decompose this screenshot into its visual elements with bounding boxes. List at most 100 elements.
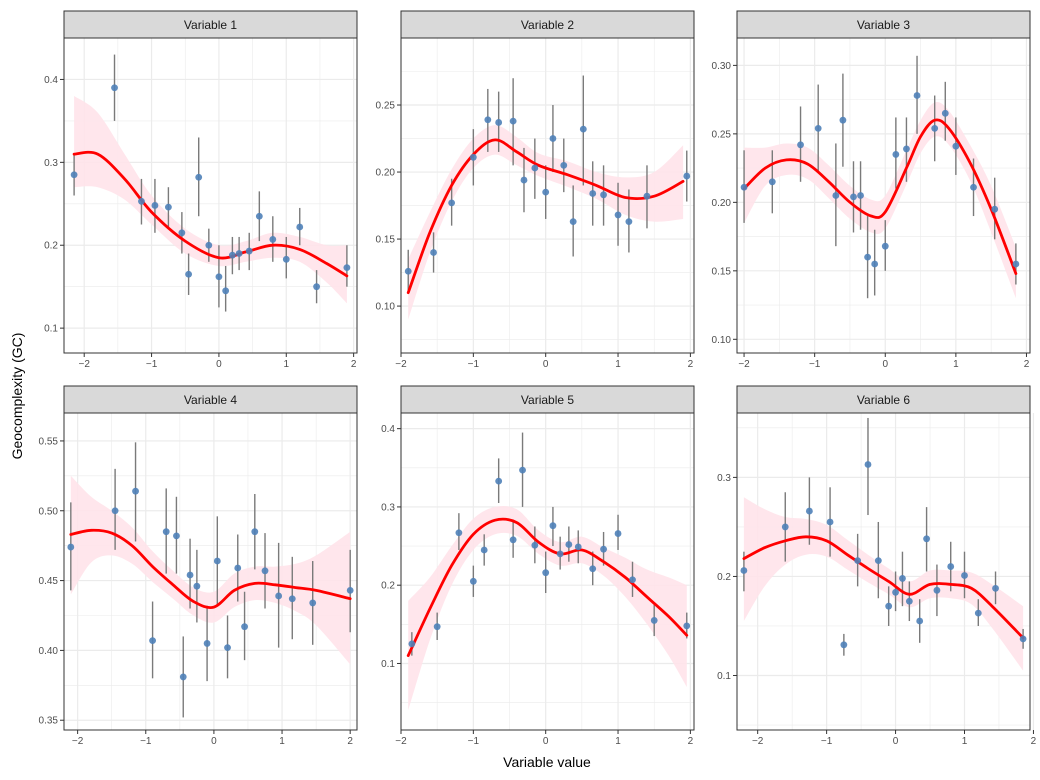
plot-area <box>406 432 691 711</box>
panel-5: Variable 5 −2 −1 0 1 2 0.1 0.2 0.3 0.4 <box>381 385 695 747</box>
data-point <box>213 557 221 565</box>
data-point <box>531 164 539 172</box>
data-point <box>970 183 977 191</box>
x-tick-label: 2 <box>688 736 694 747</box>
panel-title: Variable 5 <box>521 393 574 407</box>
panel-title: Variable 2 <box>521 18 574 32</box>
data-point <box>224 644 231 652</box>
data-point <box>740 567 748 574</box>
data-point <box>923 535 930 543</box>
confidence-ribbon <box>408 505 687 711</box>
y-tick-label: 0.2 <box>717 572 731 583</box>
data-point <box>469 577 477 585</box>
x-axis-title: Variable value <box>503 754 591 770</box>
x-tick-label: −1 <box>821 736 833 747</box>
data-point <box>193 582 201 590</box>
data-point <box>509 117 517 125</box>
panel-strip <box>63 10 358 39</box>
data-point <box>565 541 573 548</box>
data-point <box>857 192 864 199</box>
x-tick-label: 1 <box>615 359 621 370</box>
data-point <box>186 571 194 579</box>
y-tick-label: 0.3 <box>44 158 58 169</box>
x-tick-label: 2 <box>688 359 694 370</box>
data-point <box>1019 635 1027 643</box>
data-point <box>346 586 354 594</box>
data-point <box>313 283 320 291</box>
panels: Variable 1 −2 −1 0 1 2 0.1 0.2 0.3 0.4 Variable 2 −… <box>39 10 1037 747</box>
data-point <box>589 190 597 197</box>
plot-area <box>70 54 351 312</box>
y-axis-title: Geocomplexity (GC) <box>9 333 25 460</box>
data-point <box>282 255 290 263</box>
data-point <box>549 135 557 142</box>
data-point <box>871 260 879 268</box>
data-point <box>850 193 857 201</box>
data-point <box>569 218 577 226</box>
data-point <box>309 599 317 607</box>
panel-title: Variable 6 <box>857 393 910 407</box>
panel-strip <box>736 10 1031 39</box>
data-point <box>480 546 488 554</box>
data-point <box>885 602 893 610</box>
data-point <box>448 199 456 207</box>
data-point <box>814 124 822 132</box>
data-point <box>874 557 882 565</box>
panel-title: Variable 3 <box>857 18 910 32</box>
panel-title: Variable 1 <box>184 18 237 32</box>
gridlines <box>400 413 694 730</box>
data-point <box>941 109 949 117</box>
smooth-curve <box>406 517 689 657</box>
y-tick-label: 0.3 <box>717 473 731 484</box>
data-point <box>235 250 243 257</box>
data-point <box>589 565 597 573</box>
data-point <box>768 178 776 186</box>
x-tick-label: 1 <box>283 359 289 370</box>
data-point <box>549 522 557 530</box>
data-point <box>111 507 119 515</box>
panel-border <box>400 37 695 354</box>
data-point <box>162 528 170 536</box>
data-point <box>531 541 539 549</box>
data-point <box>600 545 607 553</box>
confidence-ribbon <box>70 475 351 665</box>
data-point <box>899 575 906 582</box>
x-tick-label: 1 <box>279 736 285 747</box>
y-tick-label: 0.20 <box>712 198 732 209</box>
panel-border <box>736 37 1031 354</box>
data-point <box>408 640 416 648</box>
plot-area <box>404 75 691 320</box>
x-tick-label: −1 <box>809 359 821 370</box>
x-tick-label: 2 <box>351 359 357 370</box>
data-point <box>495 119 503 126</box>
panel-1: Variable 1 −2 −1 0 1 2 0.1 0.2 0.3 0.4 <box>44 10 358 370</box>
panel-3: Variable 3 −2 −1 0 1 2 0.10 0.15 0.20 0.25 0.30 <box>712 10 1031 370</box>
data-point <box>933 586 941 594</box>
data-point <box>484 116 492 124</box>
data-point <box>740 183 748 191</box>
data-point <box>455 529 463 537</box>
y-tick-label: 0.10 <box>712 335 732 346</box>
data-point <box>905 597 913 605</box>
data-point <box>832 192 840 199</box>
data-point <box>111 84 118 92</box>
data-point <box>222 287 230 295</box>
data-point <box>173 532 180 540</box>
x-tick-label: 0 <box>543 359 549 370</box>
data-point <box>625 218 633 226</box>
data-point <box>149 637 156 645</box>
panel-4: Variable 4 −2 −1 0 1 2 0.35 0.40 0.45 0.50 0.55 <box>39 385 358 747</box>
x-tick-label: −1 <box>140 736 152 747</box>
data-point <box>600 191 607 199</box>
data-point <box>931 124 939 132</box>
x-tick-label: 0 <box>893 736 899 747</box>
data-point <box>542 188 550 196</box>
plot-area <box>67 442 354 718</box>
x-tick-label: −2 <box>752 736 764 747</box>
data-point <box>913 92 921 99</box>
x-tick-label: −1 <box>468 736 480 747</box>
plot-area <box>740 417 1027 671</box>
x-tick-label: 0 <box>882 359 888 370</box>
data-point <box>275 592 283 600</box>
